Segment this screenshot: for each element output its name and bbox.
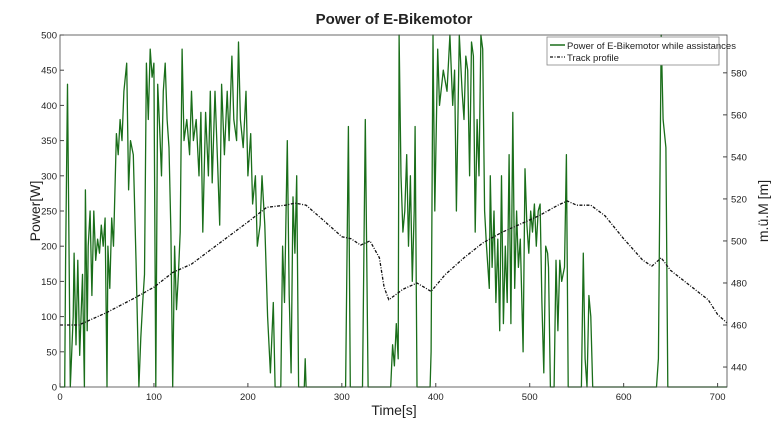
y2-tick-label: 500 — [731, 236, 747, 247]
plot-frame — [59, 34, 728, 388]
y-tick-label: 150 — [41, 277, 57, 288]
y2-tick-label: 580 — [731, 68, 747, 79]
x-tick-label: 0 — [57, 392, 62, 403]
y-tick-label: 500 — [41, 31, 57, 42]
legend-label-power: Power of E-Bikemotor while assistances — [567, 41, 736, 52]
x-tick-label: 500 — [522, 392, 538, 403]
x-tick-label: 600 — [616, 392, 632, 403]
x-tick-label: 100 — [146, 392, 162, 403]
track-profile-line — [60, 200, 728, 326]
y2-tick-label: 480 — [731, 278, 747, 289]
y-tick-label: 0 — [52, 383, 57, 394]
y2-tick-label: 560 — [731, 110, 747, 121]
legend: Power of E-Bikemotor while assistances T… — [546, 36, 736, 66]
y2-axis-label: m.ü.M [m] — [755, 180, 771, 242]
y2-tick-label: 520 — [731, 194, 747, 205]
y-tick-label: 350 — [41, 136, 57, 147]
y-tick-label: 100 — [41, 312, 57, 323]
x-axis-label: Time[s] — [371, 402, 416, 418]
y2-tick-label: 440 — [731, 363, 747, 374]
y-axis-label: Power[W] — [27, 181, 43, 242]
legend-label-track: Track profile — [567, 53, 619, 64]
y2-tick-label: 540 — [731, 152, 747, 163]
x-tick-label: 200 — [240, 392, 256, 403]
y-tick-label: 300 — [41, 171, 57, 182]
y-tick-label: 200 — [41, 242, 57, 253]
y-tick-label: 400 — [41, 101, 57, 112]
x-tick-label: 700 — [710, 392, 726, 403]
y-tick-label: 50 — [46, 347, 57, 358]
y2-tick-label: 460 — [731, 321, 747, 332]
legend-box — [546, 36, 720, 66]
y-tick-label: 250 — [41, 207, 57, 218]
x-tick-label: 300 — [334, 392, 350, 403]
x-tick-label: 400 — [428, 392, 444, 403]
power-series-line — [60, 34, 727, 388]
chart-title: Power of E-Bikemotor — [316, 11, 473, 28]
y-tick-label: 450 — [41, 66, 57, 77]
